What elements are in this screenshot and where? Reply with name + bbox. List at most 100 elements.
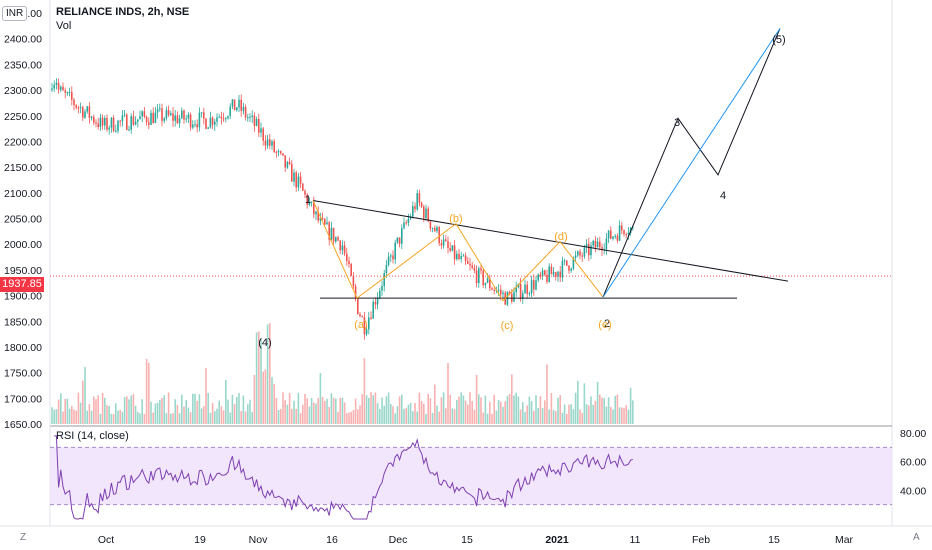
candle-body xyxy=(361,316,363,318)
volume-bar xyxy=(123,397,126,424)
volume-bar xyxy=(216,408,218,424)
candle-body xyxy=(614,235,616,237)
time-tick-label: 19 xyxy=(194,534,206,546)
candle-body xyxy=(304,190,306,195)
volume-bar xyxy=(161,398,163,424)
volume-bar xyxy=(346,413,348,424)
volume-bar xyxy=(541,408,544,424)
candle-body xyxy=(249,116,251,118)
candle-body xyxy=(308,202,311,205)
candle-body xyxy=(205,118,207,129)
candle-body xyxy=(288,161,291,165)
candle-body xyxy=(381,286,383,291)
candle-body xyxy=(491,288,493,290)
auto-scale-button[interactable]: A xyxy=(913,532,920,543)
volume-bar xyxy=(53,409,55,424)
upper-trendline xyxy=(312,200,789,282)
candle-body xyxy=(269,139,271,146)
candle-body xyxy=(405,222,407,224)
candle-body xyxy=(216,117,218,122)
volume-bar xyxy=(143,413,146,424)
volume-bar xyxy=(282,392,284,424)
zoom-button[interactable]: Z xyxy=(20,532,27,543)
time-tick-label: 2021 xyxy=(545,534,569,546)
candle-body xyxy=(302,183,304,191)
price-tick-label: 1800.00 xyxy=(4,342,42,354)
candle-body xyxy=(462,255,465,257)
candle-body xyxy=(229,106,231,117)
volume-bar xyxy=(376,403,379,424)
volume-bar xyxy=(308,406,311,424)
volume-bar xyxy=(603,398,605,424)
candle-body xyxy=(480,268,482,271)
candle-body xyxy=(387,256,390,265)
volume-bar xyxy=(262,371,264,424)
candle-body xyxy=(192,124,194,128)
volume-bar xyxy=(557,397,559,424)
candle-body xyxy=(354,286,357,299)
volume-bar xyxy=(449,394,451,424)
volume-bar xyxy=(418,392,421,424)
volume-bar xyxy=(352,409,355,424)
volume-bar xyxy=(574,392,577,424)
candle-body xyxy=(143,111,146,117)
volume-bar xyxy=(407,404,410,424)
candle-body xyxy=(130,116,132,130)
volume-bar xyxy=(332,397,335,424)
candle-body xyxy=(84,111,86,118)
volume-bar xyxy=(192,393,194,424)
rsi-line xyxy=(54,435,633,520)
volume-bar xyxy=(581,412,583,424)
volume-bar xyxy=(561,412,564,424)
volume-bar xyxy=(163,395,165,424)
candle-body xyxy=(170,113,172,115)
currency-badge[interactable]: INR xyxy=(2,6,28,21)
wave-label: 3 xyxy=(674,117,680,129)
candle-body xyxy=(418,193,421,203)
candle-body xyxy=(321,217,324,220)
volume-bar xyxy=(165,413,168,424)
time-tick-label: Dec xyxy=(389,534,408,546)
candle-body xyxy=(425,208,427,219)
candle-body xyxy=(262,128,264,141)
volume-bar xyxy=(293,400,295,424)
candle-body xyxy=(108,127,110,130)
volume-bar xyxy=(86,410,88,424)
price-tick-label: 2050.00 xyxy=(4,214,42,226)
price-tick-label: 1750.00 xyxy=(4,368,42,380)
current-price-badge: 1937.85 xyxy=(0,277,44,292)
candles xyxy=(51,78,634,340)
candle-body xyxy=(508,291,511,294)
candle-body xyxy=(165,110,168,119)
candle-body xyxy=(132,116,135,125)
volume-bar xyxy=(442,392,445,424)
volume-bar xyxy=(152,412,154,424)
candle-body xyxy=(350,263,352,276)
candle-body xyxy=(251,115,253,117)
volume-bar xyxy=(515,392,517,424)
candle-body xyxy=(128,129,130,131)
candle-body xyxy=(493,289,495,291)
candle-body xyxy=(75,105,77,108)
candle-body xyxy=(392,255,394,260)
volume-bar xyxy=(115,403,117,424)
volume-bar xyxy=(141,399,143,424)
rsi-band xyxy=(50,447,892,505)
candle-body xyxy=(423,206,425,219)
candle-body xyxy=(293,172,295,182)
time-tick-label: 16 xyxy=(326,534,338,546)
volume-bar xyxy=(396,406,399,424)
price-tick-label: 2000.00 xyxy=(4,239,42,251)
candle-body xyxy=(167,110,170,115)
volume-bar xyxy=(244,411,247,424)
candle-body xyxy=(559,271,561,278)
candle-body xyxy=(482,270,484,286)
candle-body xyxy=(341,245,344,251)
candle-body xyxy=(376,297,379,305)
volume-bar xyxy=(253,374,256,424)
candle-body xyxy=(68,91,71,93)
candle-body xyxy=(471,265,473,268)
volume-bar xyxy=(453,409,456,424)
candle-body xyxy=(319,217,322,221)
